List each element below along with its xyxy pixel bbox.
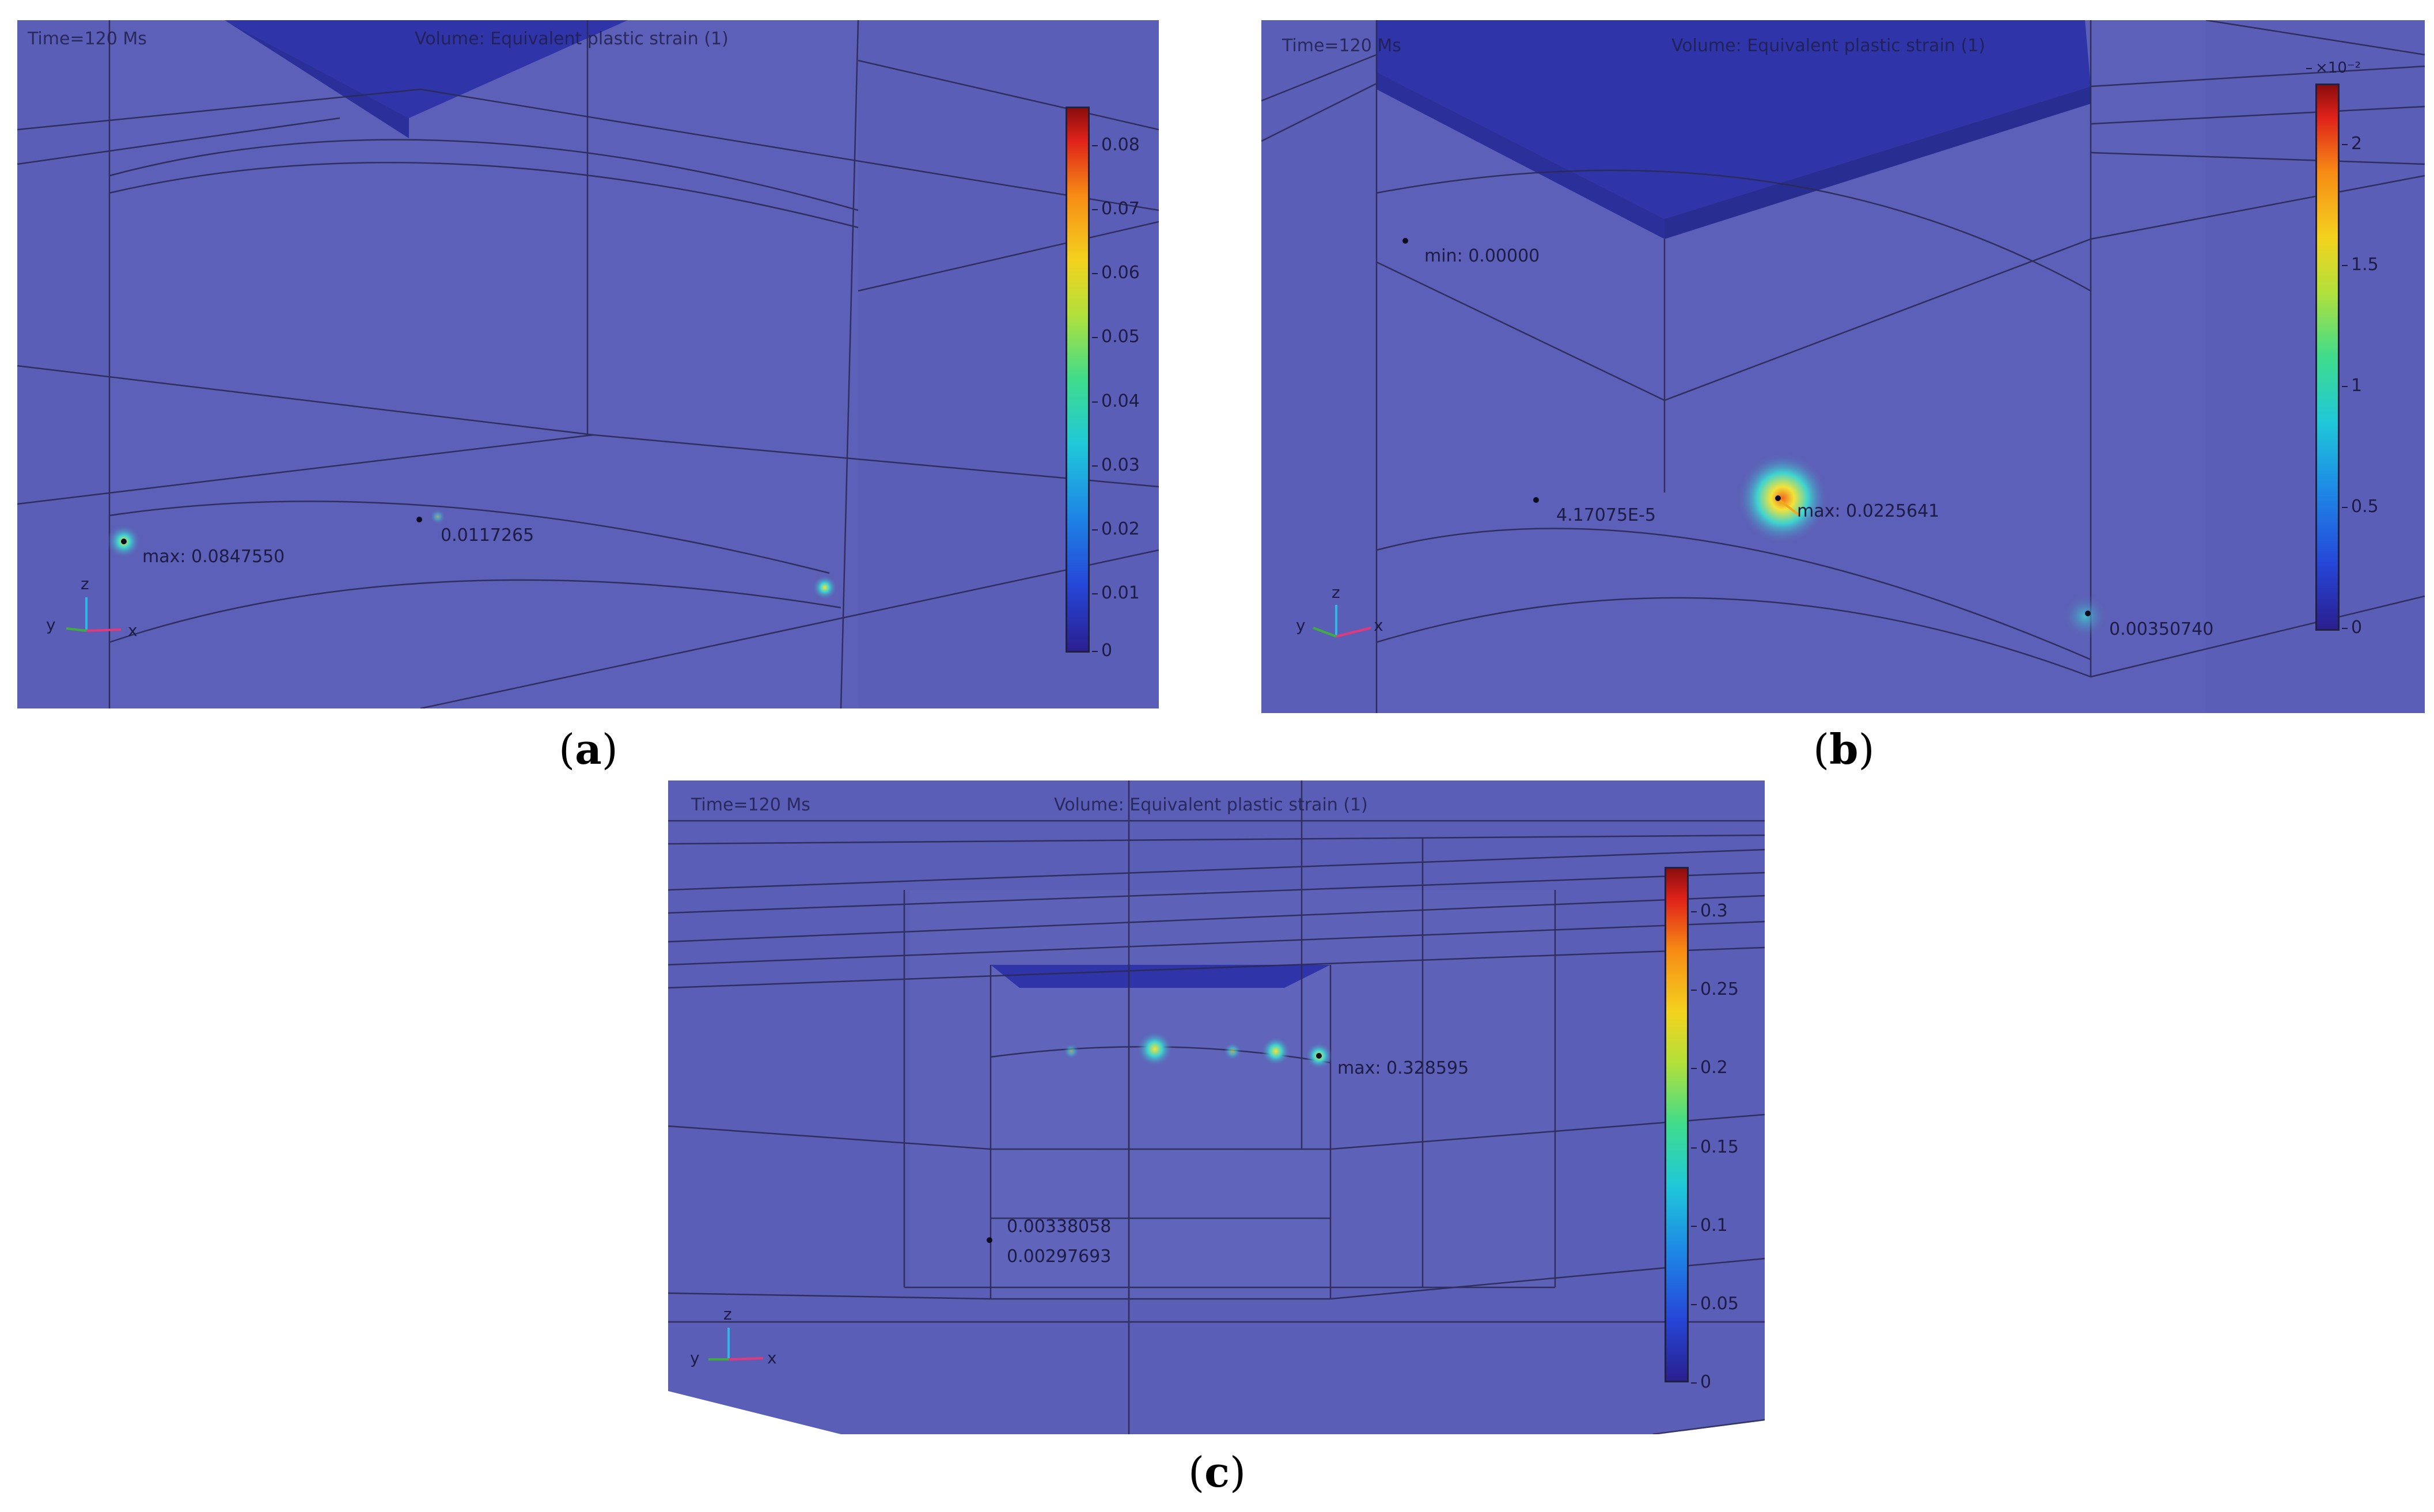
caption-a: (a)	[559, 725, 618, 774]
panel-c-tick: 0.25	[1691, 979, 1739, 999]
panel-c-hotspot-2	[1261, 1036, 1291, 1066]
panel-b-probe-low	[1533, 497, 1539, 503]
panel-a-tick: 0.05	[1092, 327, 1140, 347]
panel-c-tick: 0.1	[1691, 1215, 1728, 1236]
panel-c-axis-triad: z y x	[685, 1302, 801, 1371]
panel-a-tick: 0.02	[1092, 519, 1140, 539]
panel-c: Time=120 Ms Volume: Equivalent plastic s…	[668, 780, 1765, 1434]
panel-c-tick: 0.15	[1691, 1137, 1739, 1157]
panel-a-title: Volume: Equivalent plastic strain (1)	[415, 29, 729, 49]
caption-b: (b)	[1813, 725, 1875, 774]
panel-c-tick: 0.3	[1691, 901, 1728, 921]
panel-b-probe-max	[1775, 495, 1781, 501]
panel-a-time-label: Time=120 Ms	[28, 29, 147, 49]
panel-b-tick: 0	[2341, 617, 2363, 638]
panel-a-tick: 0	[1091, 641, 1113, 661]
panel-b-tick: 2	[2341, 134, 2363, 154]
panel-b-axis-z: z	[1332, 583, 1340, 602]
panel-b-probe-min	[1402, 238, 1408, 244]
panel-b-axis-triad: z y x	[1279, 582, 1394, 651]
panel-a-label-mid: 0.0117265	[441, 525, 534, 545]
panel-b: Time=120 Ms Volume: Equivalent plastic s…	[1261, 20, 2425, 713]
panel-c-tick: 0	[1690, 1372, 1712, 1392]
panel-c-geometry	[668, 780, 1765, 1434]
panel-a-tick: 0.01	[1092, 583, 1140, 603]
panel-b-tick: 0.5	[2342, 497, 2379, 517]
panel-a-tick: 0.08	[1092, 135, 1140, 155]
panel-c-probe-low	[987, 1237, 992, 1243]
panel-b-time-label: Time=120 Ms	[1282, 36, 1401, 56]
panel-a-tick: 0.04	[1092, 391, 1140, 411]
panel-a: Time=120 Ms Volume: Equivalent plastic s…	[17, 20, 1159, 708]
panel-b-axis-x: x	[1374, 616, 1383, 635]
panel-b-colorbar-gradient	[2315, 84, 2340, 631]
panel-c-axis-z: z	[723, 1305, 732, 1324]
panel-b-label-low: 4.17075E-5	[1556, 505, 1656, 525]
panel-c-axis-y: y	[690, 1348, 700, 1367]
panel-c-colorbar-gradient	[1665, 867, 1689, 1382]
panel-c-probe-max	[1316, 1053, 1322, 1059]
panel-c-label-low-1: 0.00338058	[1007, 1217, 1112, 1237]
panel-a-geometry	[17, 20, 1159, 708]
panel-b-label-max: max: 0.0225641	[1797, 501, 1940, 521]
panel-a-tick: 0.06	[1092, 263, 1140, 283]
panel-c-label-low-2: 0.00297693	[1007, 1246, 1112, 1267]
panel-a-colorbar-gradient	[1066, 107, 1090, 653]
panel-b-axis-y: y	[1296, 616, 1306, 635]
panel-c-title: Volume: Equivalent plastic strain (1)	[1054, 795, 1368, 815]
panel-b-hotspot-max	[1737, 452, 1829, 544]
panel-a-hotspot-edge	[812, 575, 837, 600]
panel-b-title: Volume: Equivalent plastic strain (1)	[1671, 36, 1985, 56]
panel-c-label-max: max: 0.328595	[1337, 1058, 1469, 1078]
panel-b-probe-edge	[2085, 611, 2091, 616]
panel-b-label-min: min: 0.00000	[1424, 246, 1540, 266]
panel-a-axis-y: y	[46, 615, 56, 634]
panel-b-tick: 1.5	[2342, 255, 2379, 275]
panel-a-probe-mid	[416, 517, 422, 522]
panel-a-axis-triad: z y x	[40, 573, 156, 642]
caption-c: (c)	[1188, 1447, 1246, 1496]
panel-c-time-label: Time=120 Ms	[691, 795, 810, 815]
panel-a-axis-z: z	[81, 574, 89, 593]
panel-a-axis-x: x	[128, 621, 138, 640]
panel-b-tick: 1	[2341, 376, 2363, 396]
panel-b-label-edge: 0.00350740	[2109, 619, 2214, 639]
panel-b-colorbar-multiplier: ×10⁻²	[2306, 59, 2361, 77]
panel-c-tick: 0.2	[1691, 1058, 1728, 1078]
panel-a-label-max: max: 0.0847550	[142, 547, 285, 567]
panel-c-tick: 0.05	[1691, 1294, 1739, 1314]
panel-a-tick: 0.03	[1092, 455, 1140, 475]
panel-c-axis-x: x	[767, 1348, 777, 1367]
panel-a-probe-max	[121, 539, 127, 544]
panel-c-hotspot-1	[1136, 1030, 1173, 1067]
panel-b-geometry	[1261, 20, 2425, 713]
panel-a-tick: 0.07	[1092, 199, 1140, 219]
